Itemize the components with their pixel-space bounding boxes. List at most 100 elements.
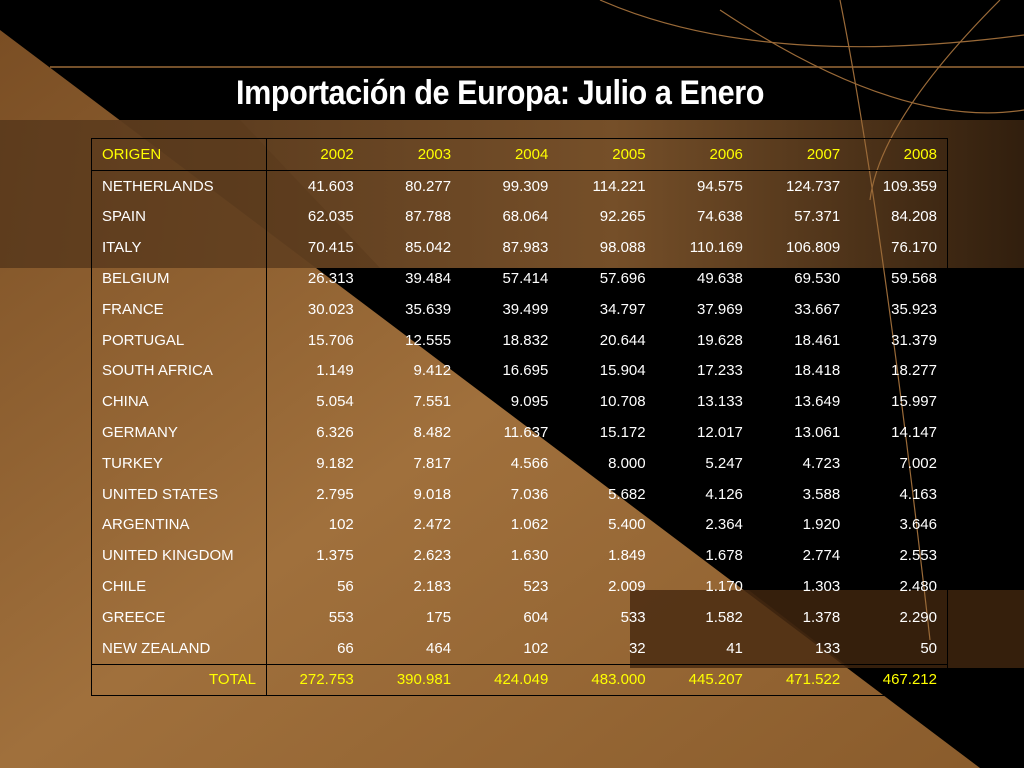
- value-cell: 6.326: [316, 424, 354, 442]
- value-cell: 13.649: [794, 393, 841, 411]
- decor-arc-4: [719, 9, 1024, 114]
- origin-cell: BELGIUM: [91, 263, 267, 294]
- origin-cell: CHILE: [91, 571, 267, 602]
- value-cell: 1.170: [705, 578, 743, 596]
- value-cell: 390.981: [363, 663, 462, 696]
- value-cell: 2.183: [413, 578, 452, 596]
- value-cell: 84.208: [891, 208, 937, 226]
- value-cell: 10.708: [599, 393, 646, 411]
- value-cell: 74.638: [697, 208, 743, 226]
- origin-cell: CHINA: [91, 386, 267, 418]
- origin-cell: ORIGEN: [91, 138, 267, 171]
- value-cell: 41.603: [307, 177, 354, 195]
- origin-cell: SPAIN: [91, 201, 267, 233]
- value-cell: 2006: [655, 138, 753, 171]
- value-cell: 94.575: [697, 177, 743, 195]
- value-cell: 1.630: [510, 547, 549, 565]
- value-cell: 41: [726, 639, 743, 657]
- value-cell: 9.018: [413, 485, 452, 503]
- value-cell: 12.555: [405, 331, 452, 349]
- table-header-row: ORIGEN 2002 2003 2004 2005 2006 2007 2008: [91, 138, 948, 171]
- value-cell: 1.375: [316, 547, 354, 565]
- value-cell: 8.482: [413, 424, 452, 442]
- value-cell: 1.378: [802, 608, 841, 626]
- decor-arc-1: [599, 0, 1024, 48]
- origin-cell: GREECE: [91, 601, 267, 633]
- value-cell: 4.566: [510, 454, 549, 472]
- table-row: SOUTH AFRICA 1.149 9.412 16.695 15.904 17.233…: [91, 355, 948, 387]
- value-cell: 1.303: [802, 578, 841, 596]
- table-row: UNITED KINGDOM 1.375 2.623 1.630 1.849 1.678 2…: [91, 540, 948, 572]
- value-cell: 66: [337, 639, 354, 657]
- value-cell: 17.233: [697, 362, 743, 380]
- value-cell: 9.182: [316, 454, 354, 472]
- origin-cell: TOTAL: [91, 663, 267, 696]
- value-cell: 18.461: [794, 331, 841, 349]
- value-cell: 7.817: [413, 454, 452, 472]
- value-cell: 7.002: [899, 454, 937, 472]
- value-cell: 11.637: [503, 424, 549, 442]
- value-cell: 87.983: [502, 239, 549, 257]
- table-row: CHILE 56 2.183 523 2.009 1.170 1.303 2.480: [91, 571, 948, 602]
- value-cell: 102: [328, 516, 354, 534]
- value-cell: 4.126: [705, 485, 743, 503]
- value-cell: 26.313: [307, 270, 354, 288]
- value-cell: 553: [328, 608, 354, 626]
- value-cell: 14.147: [891, 424, 937, 442]
- value-cell: 471.522: [752, 663, 851, 696]
- value-cell: 31.379: [891, 331, 937, 349]
- value-cell: 92.265: [599, 208, 646, 226]
- table-total-row: TOTAL 272.753 390.981 424.049 483.000 445.207…: [91, 663, 948, 696]
- value-cell: 62.035: [307, 208, 354, 226]
- value-cell: 5.682: [608, 485, 646, 503]
- value-cell: 133: [815, 639, 841, 657]
- value-cell: 2008: [850, 138, 948, 171]
- table-row: ARGENTINA 102 2.472 1.062 5.400 2.364 1.920 3.6…: [91, 509, 948, 541]
- value-cell: 32: [628, 639, 646, 657]
- value-cell: 57.371: [794, 208, 841, 226]
- value-cell: 3.646: [899, 516, 937, 534]
- value-cell: 5.247: [705, 454, 743, 472]
- value-cell: 7.551: [413, 393, 452, 411]
- value-cell: 50: [920, 639, 937, 657]
- origin-cell: ARGENTINA: [91, 509, 267, 541]
- origin-cell: SOUTH AFRICA: [91, 355, 267, 387]
- value-cell: 175: [426, 608, 452, 626]
- value-cell: 80.277: [405, 177, 452, 195]
- value-cell: 13.133: [697, 393, 743, 411]
- value-cell: 18.832: [502, 331, 549, 349]
- value-cell: 464: [426, 639, 452, 657]
- table-row: FRANCE 30.023 35.639 39.499 34.797 37.969 33.6…: [91, 293, 948, 325]
- origin-cell: NETHERLANDS: [91, 170, 267, 202]
- value-cell: 56: [337, 578, 354, 596]
- value-cell: 110.169: [689, 239, 743, 257]
- table-row: PORTUGAL 15.706 12.555 18.832 20.644 19.628 18…: [91, 324, 948, 356]
- value-cell: 4.163: [899, 485, 937, 503]
- value-cell: 5.400: [608, 516, 646, 534]
- value-cell: 15.172: [599, 424, 646, 442]
- value-cell: 1.062: [510, 516, 549, 534]
- value-cell: 2.795: [316, 485, 354, 503]
- value-cell: 15.997: [891, 393, 937, 411]
- value-cell: 2.480: [899, 578, 937, 596]
- value-cell: 35.639: [405, 300, 452, 318]
- origin-cell: UNITED STATES: [91, 478, 267, 510]
- table-row: BELGIUM 26.313 39.484 57.414 57.696 49.638 69.…: [91, 263, 948, 294]
- value-cell: 19.628: [697, 331, 743, 349]
- value-cell: 2.774: [802, 547, 841, 565]
- value-cell: 39.484: [405, 270, 452, 288]
- table-row: GREECE 553 175 604 533 1.582 1.378 2.290: [91, 601, 948, 633]
- value-cell: 33.667: [794, 300, 841, 318]
- value-cell: 2.009: [608, 578, 646, 596]
- value-cell: 2005: [558, 138, 656, 171]
- value-cell: 106.809: [785, 239, 841, 257]
- value-cell: 2003: [363, 138, 462, 171]
- origin-cell: TURKEY: [91, 447, 267, 479]
- value-cell: 124.737: [785, 177, 841, 195]
- value-cell: 1.582: [705, 608, 743, 626]
- table-row: NEW ZEALAND 66 464 102 32 41 133 50: [91, 632, 948, 665]
- decor-arc-3: [869, 0, 1001, 201]
- value-cell: 18.277: [891, 362, 937, 380]
- value-cell: 3.588: [802, 485, 841, 503]
- table-row: TURKEY 9.182 7.817 4.566 8.000 5.247 4.723 7.00…: [91, 447, 948, 479]
